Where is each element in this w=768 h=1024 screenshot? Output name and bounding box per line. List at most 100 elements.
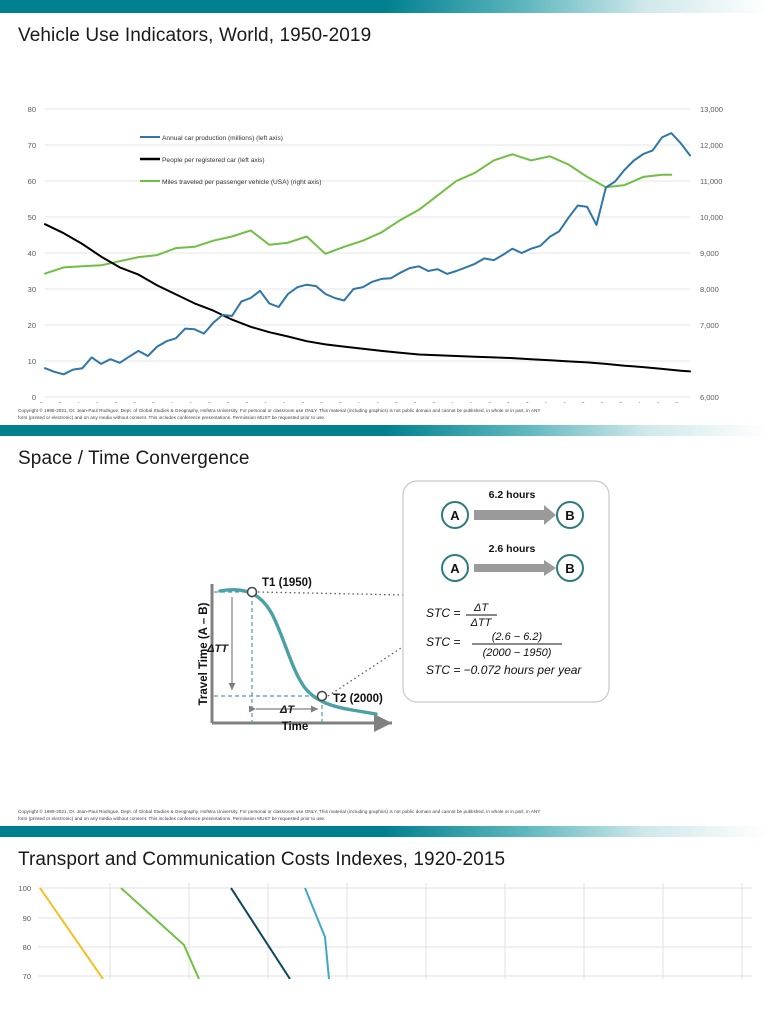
space-time-convergence-diagram: ΔTT ΔT T1 (1950) T2 (2000) Travel Time (… — [0, 474, 768, 804]
svg-text:7,000: 7,000 — [700, 321, 719, 330]
x-tick-label: 1978 — [292, 401, 308, 403]
x-tick-label: 1954 — [68, 401, 84, 403]
series-car-production-line — [44, 132, 691, 376]
x-tick-label: 1958 — [105, 401, 121, 403]
chart-legend: Annual car production (millions) (left a… — [140, 135, 321, 186]
x-axis-title: Time — [282, 721, 309, 733]
copyright-line-2: form (printed or electronic) and on any … — [18, 415, 326, 421]
node-b-2-label: B — [565, 561, 574, 576]
x-tick-label: 1986 — [367, 401, 383, 403]
x-tick-label: 1974 — [255, 401, 271, 403]
x-tick-label: 2014 — [629, 401, 645, 403]
formula-1-numerator: ΔT — [473, 602, 489, 614]
x-tick-label: 2018 — [666, 401, 682, 403]
page-title-2: Space / Time Convergence — [18, 448, 250, 470]
svg-text:70: 70 — [23, 972, 31, 979]
legend-label-car-production: Annual car production (millions) (left a… — [162, 135, 283, 142]
series-paths — [44, 132, 691, 376]
x-tick-label: 1964 — [161, 401, 177, 403]
node-a-1 — [441, 501, 469, 530]
svg-text:6,000: 6,000 — [700, 393, 719, 402]
chart3-line-1 — [39, 887, 104, 980]
x-tick-label: 2008 — [573, 401, 589, 403]
label-t2: T2 (2000) — [333, 693, 383, 705]
slide-space-time-convergence: Space / Time Convergence — [0, 436, 768, 838]
svg-text:9,000: 9,000 — [700, 249, 719, 258]
node-b-2 — [556, 554, 584, 583]
arrow-label-6-2-hours: 6.2 hours — [489, 489, 536, 501]
chart3-line-3 — [230, 887, 291, 980]
connector-t2 — [327, 645, 405, 697]
svg-text:0: 0 — [32, 393, 36, 402]
x-tick-label: 2004 — [535, 401, 551, 403]
x-tick-label: 1984 — [348, 401, 364, 403]
arrow-6-2-hours — [474, 505, 556, 526]
svg-text:30: 30 — [28, 285, 36, 294]
x-tick-label: 1982 — [330, 401, 346, 403]
legend-label-miles-traveled: Miles traveled per passenger vehicle (US… — [162, 179, 321, 186]
series-people-per-car-line — [44, 223, 691, 373]
chart3-line-2 — [120, 887, 200, 980]
node-a-2-label: A — [450, 561, 460, 576]
node-b-1 — [556, 501, 584, 530]
copyright-line-1: Copyright © 1998-2021, Dr. Jean-Paul Rod… — [18, 408, 541, 413]
label-t1: T1 (1950) — [262, 577, 312, 589]
space-time-diagram-svg: ΔTT ΔT T1 (1950) T2 (2000) Travel Time (… — [198, 480, 610, 733]
y-axis-title: Travel Time (A – B) — [198, 603, 210, 706]
slide-2-bottom-banner — [0, 826, 768, 838]
svg-text:10,000: 10,000 — [700, 213, 723, 222]
x-tick-label: 1990 — [404, 401, 420, 403]
x-tick-label: 2000 — [498, 401, 514, 403]
x-tick-label: 1970 — [217, 401, 233, 403]
formula-2-denominator: (2000 − 1950) — [483, 647, 552, 659]
x-tick-label: 2002 — [517, 401, 533, 403]
marker-t2 — [316, 690, 328, 702]
copyright-notice-2: Copyright © 1998-2021, Dr. Jean-Paul Rod… — [0, 804, 768, 826]
x-tick-label: 1996 — [460, 401, 476, 403]
x-tick-label: 1994 — [442, 401, 458, 403]
formula-1-lhs: STC = — [426, 606, 460, 620]
svg-text:80: 80 — [23, 943, 31, 952]
legend-label-people-per-car: People per registered car (left axis) — [162, 157, 265, 164]
x-tick-label: 2016 — [647, 401, 663, 403]
svg-text:20: 20 — [28, 321, 36, 330]
x-tick-label: 1968 — [199, 401, 215, 403]
copyright-2-line-2: form (printed or electronic) and on any … — [18, 816, 326, 822]
diagram-dashed-projections — [214, 591, 323, 724]
svg-text:60: 60 — [28, 177, 36, 186]
node-a-2 — [441, 554, 469, 583]
x-tick-label: 1962 — [143, 401, 159, 403]
formula-panel — [402, 480, 610, 703]
svg-text:12,000: 12,000 — [700, 141, 723, 150]
formula-3-result: STC = −0.072 hours per year — [426, 663, 582, 677]
svg-text:80: 80 — [28, 105, 36, 114]
x-tick-label: 1960 — [124, 401, 140, 403]
x-tick-label: 1956 — [87, 401, 103, 403]
marker-t1 — [246, 586, 258, 598]
svg-text:40: 40 — [28, 249, 36, 258]
x-tick-label: 1992 — [423, 401, 439, 403]
chart3-series — [39, 887, 330, 980]
x-tick-label: 1952 — [49, 401, 65, 403]
formula-2-lhs: STC = — [426, 635, 460, 649]
chart3-gridlines — [38, 883, 752, 980]
x-tick-label: 1972 — [236, 401, 252, 403]
x-tick-label: 1998 — [479, 401, 495, 403]
slide-transport-communication-costs: Transport and Communication Costs Indexe… — [0, 837, 768, 980]
copyright-2-line-1: Copyright © 1998-2021, Dr. Jean-Paul Rod… — [18, 809, 541, 815]
right-axis-ticks: 13,000 12,000 11,000 10,000 9,000 8,000 … — [700, 105, 723, 402]
vehicle-use-chart-svg: 80 70 60 50 40 30 20 10 0 13,000 12,000 … — [28, 105, 723, 403]
svg-text:70: 70 — [28, 141, 36, 150]
formula-2-numerator: (2.6 − 6.2) — [492, 631, 543, 643]
x-axis-ticks: 1950195219541956195819601962196419661968… — [30, 401, 682, 403]
connector-t1 — [257, 591, 405, 596]
node-a-1-label: A — [450, 508, 460, 523]
x-tick-label: 1988 — [386, 401, 402, 403]
transport-costs-chart-svg: 100 90 80 70 — [18, 883, 752, 980]
delta-tt-label: ΔTT — [206, 643, 229, 655]
arrow-2-6-hours — [474, 560, 556, 577]
svg-text:50: 50 — [28, 213, 36, 222]
